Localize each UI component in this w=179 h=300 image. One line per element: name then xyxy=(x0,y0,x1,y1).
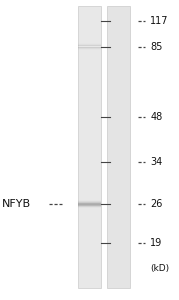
Bar xyxy=(78,203,101,204)
Bar xyxy=(78,201,101,202)
Text: 85: 85 xyxy=(150,41,163,52)
Bar xyxy=(78,202,101,203)
Bar xyxy=(78,47,101,48)
Text: (kD): (kD) xyxy=(150,264,170,273)
Bar xyxy=(78,6,101,288)
Bar xyxy=(78,49,101,50)
Text: 26: 26 xyxy=(150,199,163,209)
Text: 117: 117 xyxy=(150,16,169,26)
Text: NFYB: NFYB xyxy=(2,199,31,209)
Bar xyxy=(78,200,101,201)
Text: 19: 19 xyxy=(150,238,163,248)
Bar xyxy=(78,44,101,45)
Bar xyxy=(78,48,101,49)
Bar xyxy=(78,205,101,206)
Bar xyxy=(78,202,101,203)
Bar xyxy=(78,204,101,205)
Text: 34: 34 xyxy=(150,157,163,167)
Bar xyxy=(78,206,101,207)
Text: 48: 48 xyxy=(150,112,163,122)
Bar xyxy=(78,46,101,47)
Bar xyxy=(78,45,101,46)
Bar xyxy=(78,207,101,208)
Bar xyxy=(107,6,130,288)
